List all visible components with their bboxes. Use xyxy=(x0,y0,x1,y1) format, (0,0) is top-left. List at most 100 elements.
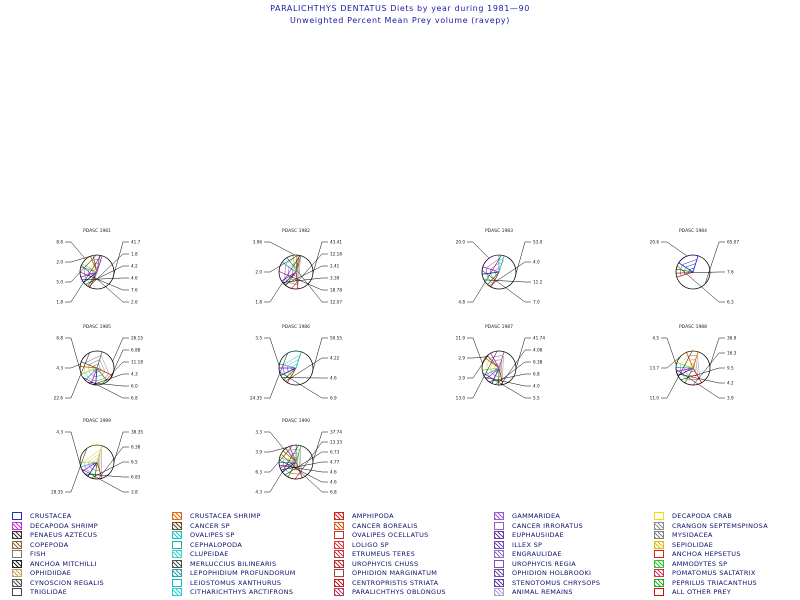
legend-label: LEIOSTOMUS XANTHURUS xyxy=(190,578,282,587)
slice-label: 41.74 xyxy=(533,336,545,341)
slice-label: 8.6 xyxy=(56,240,63,245)
leader-line xyxy=(112,241,129,279)
slice-label: 4.6 xyxy=(330,480,337,485)
legend-swatch xyxy=(654,578,664,587)
legend-label: PARALICHTHYS OBLONGUS xyxy=(352,588,446,596)
legend-swatch xyxy=(334,569,344,577)
leader-line xyxy=(81,468,129,493)
slice-label: 26.15 xyxy=(131,336,143,341)
slice-label: 43.41 xyxy=(330,240,342,245)
legend-label: ANIMAL REMAINS xyxy=(512,588,573,596)
leader-line xyxy=(88,253,129,288)
leader-line xyxy=(675,369,725,399)
slice-label: 6.83 xyxy=(131,475,141,480)
legend-label: GAMMARIDEA xyxy=(512,512,561,520)
pie-chart-grid: PDASC 1981 41.7 1.8 4.2 4.6 7.6 2.6 8.6 2.0 5.0 1.… xyxy=(51,228,740,495)
legend-swatch xyxy=(334,512,344,520)
leader-line xyxy=(312,241,328,274)
leader-line xyxy=(264,445,299,493)
slice-label: 5.0 xyxy=(56,280,63,285)
legend-label: ETRUMEUS TERES xyxy=(352,550,416,558)
leader-line xyxy=(280,461,328,471)
leader-line xyxy=(264,431,285,450)
legend-label: OPHIDIIDAE xyxy=(30,569,72,577)
legend-swatch xyxy=(654,588,664,596)
legend-swatch xyxy=(654,550,664,558)
legend-label: DECAPODA SHRIMP xyxy=(30,521,99,530)
legend-swatch xyxy=(12,569,22,577)
slice-label: 11.9 xyxy=(456,336,466,341)
leader-line xyxy=(81,277,129,281)
legend-swatch xyxy=(12,578,22,587)
slice-label: 37.74 xyxy=(330,430,342,435)
legend-swatch xyxy=(654,540,664,549)
leader-line xyxy=(84,473,129,478)
leader-line xyxy=(515,337,531,369)
legend-swatch xyxy=(172,531,182,539)
leader-line xyxy=(264,446,288,453)
leader-line xyxy=(286,257,328,303)
legend-swatch xyxy=(12,531,22,539)
legend-label: AMMODYTES SP xyxy=(672,559,728,568)
leader-line xyxy=(65,448,88,493)
pie-4: PDASC 1984 65.07 7.6 6.3 20.6 xyxy=(650,228,740,305)
legend-label: OPHIDION MARGINATUM xyxy=(352,569,438,577)
pie-1: PDASC 1981 41.7 1.8 4.2 4.6 7.6 2.6 8.6 2.0 5.0 1.… xyxy=(56,228,140,305)
leader-line xyxy=(264,255,301,303)
pie-8: PDASC 1988 36.9 16.3 9.5 4.2 3.9 4.5 13.7 11.0 xyxy=(650,324,737,401)
legend-label: LEPOPHIDIUM PROFUNDORUM xyxy=(190,569,296,577)
legend-swatch xyxy=(172,521,182,530)
leader-line xyxy=(500,349,531,386)
slice-label: 13.0 xyxy=(456,396,466,401)
slice-label: 4.3 xyxy=(255,490,262,495)
slice-label: 3.8 xyxy=(131,490,138,495)
pie-2: PDASC 1982 43.41 12.18 2.41 3.39 18.78 12.07 3.… xyxy=(253,228,343,305)
slice-label: 11.18 xyxy=(131,360,143,365)
leader-line xyxy=(280,453,328,493)
slice-label: 4.0 xyxy=(533,384,540,389)
legend-label: PEPRILUS TRIACANTHUS xyxy=(672,578,757,587)
pie-6: PDASC 1986 50.55 4.22 4.6 6.9 3.5 24.35 xyxy=(250,324,342,401)
slice-label: 7.6 xyxy=(131,288,138,293)
legend-label: ALL OTHER PREY xyxy=(672,588,732,596)
legend-label: TRIGLIDAE xyxy=(30,588,68,596)
leader-line xyxy=(661,350,693,399)
slice-label: 4.5 xyxy=(652,336,659,341)
leader-line xyxy=(79,271,129,291)
pie-title: PDASC 1983 xyxy=(485,228,513,234)
slice-label: 6.73 xyxy=(330,450,340,455)
pie-outline xyxy=(675,254,711,290)
slice-label: 12.18 xyxy=(330,252,342,257)
leader-line xyxy=(65,241,86,260)
leader-line xyxy=(279,371,328,399)
legend-swatch xyxy=(494,531,504,539)
slice-label: 12.07 xyxy=(330,300,342,305)
leader-line xyxy=(93,373,129,385)
slice-label: 6.9 xyxy=(330,396,337,401)
slice-label: 7.0 xyxy=(533,300,540,305)
slice-label: 4.3 xyxy=(131,372,138,377)
legend-swatch xyxy=(334,540,344,549)
leader-line xyxy=(284,451,328,476)
slice-label: 13.33 xyxy=(330,440,342,445)
legend-swatch xyxy=(172,550,182,558)
leader-line xyxy=(65,431,81,465)
legend-swatch xyxy=(654,569,664,577)
leader-line xyxy=(264,254,299,273)
leader-line xyxy=(282,277,328,283)
pie-title: PDASC 1990 xyxy=(282,418,310,424)
legend-label: CANCER BOREALIS xyxy=(352,521,418,530)
slice-label: 2.0 xyxy=(56,260,63,265)
slice-label: 53.0 xyxy=(533,240,543,245)
slice-label: 9.5 xyxy=(727,366,734,371)
legend-label: DECAPODA CRAB xyxy=(672,512,733,520)
legend-label: MERLUCCIUS BILINEARIS xyxy=(190,559,277,568)
slice-label: 18.78 xyxy=(330,288,342,293)
slice-label: 3.9 xyxy=(458,376,465,381)
leader-line xyxy=(680,367,725,381)
legend-label: CENTROPRISTIS STRIATA xyxy=(352,578,439,587)
slice-label: 11.0 xyxy=(650,396,660,401)
leader-line xyxy=(467,350,498,399)
slice-label: 2.0 xyxy=(255,270,262,275)
leader-line xyxy=(467,356,487,359)
